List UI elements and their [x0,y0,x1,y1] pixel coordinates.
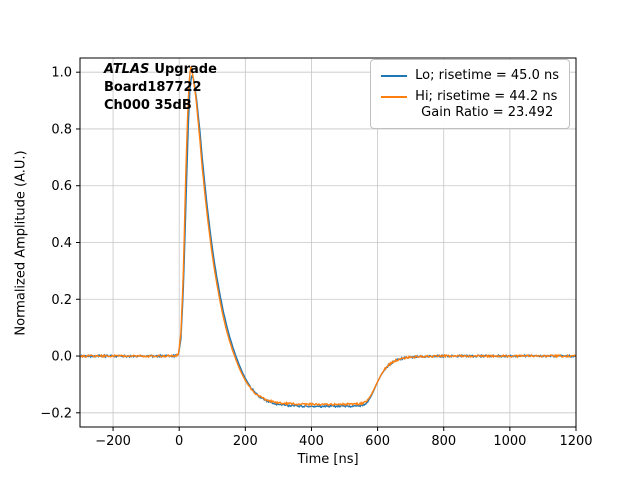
annotation-channel: Ch000 35dB [104,98,192,113]
legend: Lo; risetime = 45.0 ns Hi; risetime = 44… [370,59,570,129]
y-tick-label: 0.6 [51,179,72,194]
x-tick-label: 0 [175,434,183,449]
x-tick-label: 200 [233,434,258,449]
x-tick-label: −200 [95,434,131,449]
x-tick-label: 1000 [493,434,526,449]
legend-label-gain-ratio: Gain Ratio = 23.492 [421,105,554,120]
y-tick-label: 0.0 [51,350,72,365]
legend-line-sample-lo [381,74,408,77]
annotation-atlas: ATLAS [104,62,150,77]
legend-label-hi: Hi; risetime = 44.2 ns [415,89,558,104]
series-1-line [80,66,576,407]
x-tick-label: 400 [299,434,324,449]
legend-entry-hi: Hi; risetime = 44.2 ns [381,89,559,104]
x-tick-label: 600 [365,434,390,449]
legend-line-sample-hi [381,95,408,98]
legend-entry-lo: Lo; risetime = 45.0 ns [381,68,559,83]
legend-empty-sample [381,112,407,114]
legend-label-lo: Lo; risetime = 45.0 ns [415,68,559,83]
y-tick-label: −0.2 [40,406,72,421]
y-tick-label: 0.2 [51,293,72,308]
x-axis-label: Time [ns] [297,452,359,467]
annotation-upgrade: Upgrade [154,62,217,77]
y-tick-label: 0.8 [51,122,72,137]
x-tick-label: 1200 [559,434,592,449]
y-axis-label: Normalized Amplitude (A.U.) [13,150,29,336]
y-tick-label: 0.4 [51,236,72,251]
annotation-block: ATLAS Upgrade Board187722 Ch000 35dB [104,61,217,115]
annotation-board: Board187722 [104,80,202,95]
annotation-line-1: ATLAS Upgrade [104,61,217,79]
x-tick-label: 800 [431,434,456,449]
y-tick-label: 1.0 [51,66,72,81]
legend-entry-gain-ratio: Gain Ratio = 23.492 [381,105,559,120]
